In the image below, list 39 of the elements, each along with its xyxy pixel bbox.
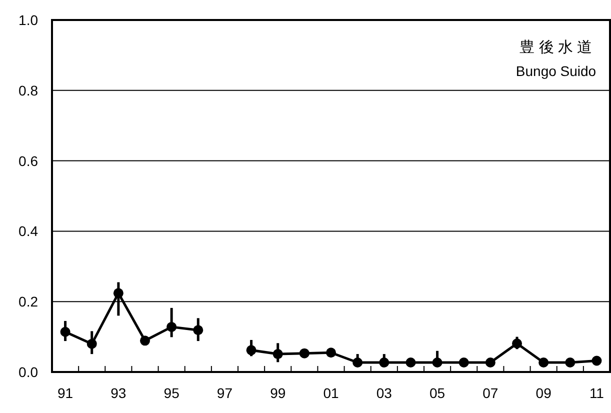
point bbox=[379, 357, 390, 368]
point bbox=[193, 325, 204, 336]
x-tick-label: 05 bbox=[429, 385, 446, 401]
point bbox=[60, 326, 70, 337]
point bbox=[166, 322, 177, 332]
y-tick-label: 0.4 bbox=[18, 223, 38, 240]
text: 豊 後 水 道 bbox=[520, 39, 592, 56]
x-tick-label: 95 bbox=[164, 385, 180, 401]
point bbox=[485, 357, 496, 368]
y-tick-label: 0.6 bbox=[18, 152, 38, 169]
y-tick-label: 0.8 bbox=[18, 82, 38, 98]
point bbox=[512, 338, 522, 348]
y-tick-label: 0.2 bbox=[18, 294, 38, 310]
x-tick-label: 01 bbox=[323, 385, 339, 401]
y-tick-label: 1.0 bbox=[18, 12, 38, 28]
point bbox=[432, 357, 442, 368]
point bbox=[326, 348, 336, 358]
point bbox=[140, 336, 150, 346]
point bbox=[272, 349, 283, 360]
point bbox=[565, 357, 576, 368]
point bbox=[352, 357, 363, 368]
point bbox=[458, 357, 469, 368]
x-tick-label: 93 bbox=[110, 385, 126, 401]
x-tick-label: 97 bbox=[216, 385, 233, 401]
point bbox=[246, 345, 256, 356]
y-tick-label: 0.0 bbox=[18, 364, 38, 380]
x-tick-label: 09 bbox=[536, 385, 552, 401]
point bbox=[113, 288, 124, 298]
point bbox=[86, 338, 97, 349]
point bbox=[592, 356, 602, 366]
point bbox=[538, 357, 549, 368]
x-tick-label: 91 bbox=[57, 385, 74, 401]
x-tick-label: 03 bbox=[376, 385, 392, 401]
text: Bungo Suido bbox=[516, 63, 596, 79]
x-tick-label: 07 bbox=[482, 385, 498, 401]
point bbox=[299, 348, 310, 358]
x-tick-label: 11 bbox=[589, 385, 604, 401]
point bbox=[406, 357, 416, 368]
x-tick-label: 99 bbox=[270, 385, 286, 401]
